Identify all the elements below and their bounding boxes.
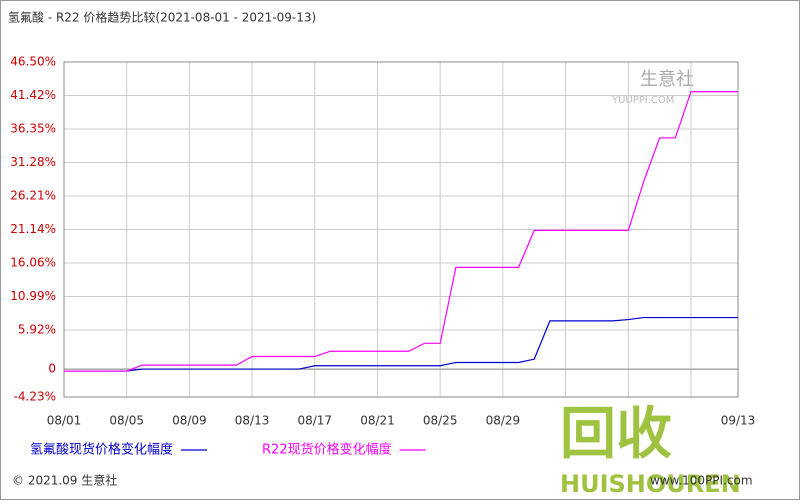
y-tick-label: 10.99% <box>10 289 56 303</box>
y-tick-label: 41.42% <box>10 88 56 102</box>
legend-label: 氢氟酸现货价格变化幅度 <box>30 442 173 458</box>
y-tick-label: -4.23% <box>14 390 56 404</box>
x-tick-label: 08/21 <box>360 414 395 428</box>
watermark: YUUPPI.COM <box>611 95 674 106</box>
y-tick-label: 26.21% <box>10 188 56 202</box>
y-tick-label: 0 <box>48 362 56 376</box>
source: www.100PPI.com <box>650 474 753 488</box>
x-tick-label: 08/05 <box>109 414 144 428</box>
series-line <box>64 91 738 372</box>
y-tick-label: 46.50% <box>10 55 56 69</box>
x-tick-label: 08/09 <box>172 414 207 428</box>
watermark: HUISHOUREN <box>560 470 741 498</box>
x-tick-label: 08/01 <box>47 414 82 428</box>
chart-title: 氢氟酸 - R22 价格趋势比较(2021-08-01 - 2021-09-13… <box>8 10 316 25</box>
x-tick-label: 08/17 <box>297 414 332 428</box>
watermark: 回收 <box>560 402 672 467</box>
legend-label: R22现货价格变化幅度 <box>262 442 392 458</box>
x-tick-label: 08/25 <box>423 414 458 428</box>
x-tick-label: 09/13 <box>721 414 756 428</box>
y-tick-label: 31.28% <box>10 155 56 169</box>
x-tick-label: 08/29 <box>486 414 521 428</box>
x-tick-label: 08/13 <box>235 414 270 428</box>
watermark: 生意社 <box>640 69 694 90</box>
y-tick-label: 21.14% <box>10 222 56 236</box>
y-tick-label: 16.06% <box>10 256 56 270</box>
series-line <box>64 316 738 372</box>
plot-border <box>63 61 739 398</box>
y-tick-label: 5.92% <box>18 322 56 336</box>
y-tick-label: 36.35% <box>10 122 56 136</box>
footer: © 2021.09 生意社 <box>12 473 117 488</box>
